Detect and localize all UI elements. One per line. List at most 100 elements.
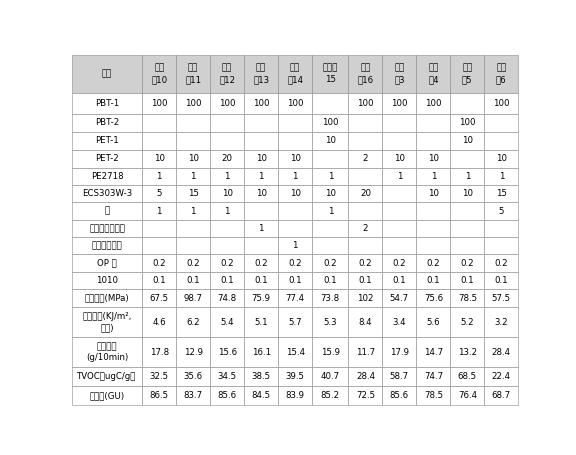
Text: 68.5: 68.5 bbox=[458, 372, 477, 381]
Bar bbox=[142, 386, 176, 405]
Text: 0.2: 0.2 bbox=[359, 258, 372, 268]
Text: 1: 1 bbox=[191, 172, 196, 181]
Text: 水: 水 bbox=[105, 207, 109, 216]
Text: 12.9: 12.9 bbox=[184, 348, 203, 357]
Bar bbox=[176, 367, 210, 386]
Text: 0.1: 0.1 bbox=[221, 276, 234, 285]
Text: 100: 100 bbox=[357, 99, 374, 108]
Bar bbox=[278, 272, 312, 289]
Text: 1: 1 bbox=[328, 207, 333, 216]
Bar bbox=[416, 185, 450, 202]
Text: 1: 1 bbox=[499, 172, 504, 181]
Text: 对比
例6: 对比 例6 bbox=[496, 64, 507, 84]
Text: 68.7: 68.7 bbox=[492, 391, 511, 400]
Bar bbox=[278, 93, 312, 114]
Bar bbox=[416, 337, 450, 367]
Text: 4.6: 4.6 bbox=[153, 318, 166, 327]
Bar bbox=[278, 55, 312, 93]
Text: 3.4: 3.4 bbox=[393, 318, 406, 327]
Text: 10: 10 bbox=[290, 154, 301, 163]
Bar bbox=[72, 289, 142, 307]
Text: 0.2: 0.2 bbox=[221, 258, 234, 268]
Text: 40.7: 40.7 bbox=[321, 372, 340, 381]
Bar bbox=[382, 237, 416, 254]
Bar bbox=[176, 93, 210, 114]
Bar bbox=[278, 386, 312, 405]
Bar bbox=[176, 289, 210, 307]
Bar bbox=[348, 185, 382, 202]
Bar bbox=[244, 337, 278, 367]
Bar bbox=[348, 289, 382, 307]
Bar bbox=[484, 220, 518, 237]
Bar bbox=[176, 131, 210, 150]
Text: 实施
例10: 实施 例10 bbox=[151, 64, 167, 84]
Bar bbox=[142, 367, 176, 386]
Text: 0.2: 0.2 bbox=[461, 258, 474, 268]
Bar bbox=[348, 131, 382, 150]
Text: 0.1: 0.1 bbox=[427, 276, 440, 285]
Bar bbox=[176, 185, 210, 202]
Bar bbox=[382, 254, 416, 272]
Bar bbox=[72, 114, 142, 131]
Bar bbox=[278, 254, 312, 272]
Bar bbox=[382, 307, 416, 337]
Text: 1: 1 bbox=[259, 172, 264, 181]
Text: 100: 100 bbox=[425, 99, 442, 108]
Bar bbox=[72, 220, 142, 237]
Bar bbox=[142, 307, 176, 337]
Bar bbox=[210, 367, 244, 386]
Text: 34.5: 34.5 bbox=[218, 372, 237, 381]
Text: 0.1: 0.1 bbox=[187, 276, 200, 285]
Bar bbox=[312, 307, 348, 337]
Text: 1: 1 bbox=[191, 207, 196, 216]
Text: 54.7: 54.7 bbox=[390, 293, 409, 303]
Text: PE2718: PE2718 bbox=[91, 172, 123, 181]
Text: PET-1: PET-1 bbox=[95, 136, 119, 145]
Bar bbox=[210, 150, 244, 168]
Bar bbox=[176, 114, 210, 131]
Text: 1: 1 bbox=[225, 207, 230, 216]
Bar bbox=[484, 307, 518, 337]
Bar bbox=[484, 272, 518, 289]
Bar bbox=[142, 237, 176, 254]
Bar bbox=[278, 131, 312, 150]
Bar bbox=[416, 237, 450, 254]
Bar bbox=[278, 202, 312, 220]
Text: 0.2: 0.2 bbox=[427, 258, 440, 268]
Bar bbox=[210, 337, 244, 367]
Bar bbox=[176, 272, 210, 289]
Text: 0.2: 0.2 bbox=[255, 258, 268, 268]
Bar bbox=[176, 168, 210, 185]
Text: 100: 100 bbox=[151, 99, 168, 108]
Bar bbox=[484, 55, 518, 93]
Bar bbox=[176, 386, 210, 405]
Bar bbox=[484, 337, 518, 367]
Text: 100: 100 bbox=[459, 118, 476, 127]
Text: 13.2: 13.2 bbox=[458, 348, 477, 357]
Bar bbox=[72, 386, 142, 405]
Bar bbox=[312, 150, 348, 168]
Bar bbox=[72, 150, 142, 168]
Bar bbox=[278, 367, 312, 386]
Text: 15.6: 15.6 bbox=[218, 348, 237, 357]
Text: 75.6: 75.6 bbox=[424, 293, 443, 303]
Bar bbox=[176, 202, 210, 220]
Bar bbox=[72, 185, 142, 202]
Text: OP 蜡: OP 蜡 bbox=[97, 258, 117, 268]
Bar bbox=[382, 202, 416, 220]
Text: 35.6: 35.6 bbox=[184, 372, 203, 381]
Text: 100: 100 bbox=[287, 99, 304, 108]
Text: 5: 5 bbox=[499, 207, 504, 216]
Bar bbox=[416, 168, 450, 185]
Bar bbox=[142, 185, 176, 202]
Bar bbox=[244, 386, 278, 405]
Bar bbox=[72, 254, 142, 272]
Bar bbox=[278, 114, 312, 131]
Bar bbox=[348, 272, 382, 289]
Text: 84.5: 84.5 bbox=[252, 391, 271, 400]
Text: 77.4: 77.4 bbox=[286, 293, 305, 303]
Bar bbox=[210, 272, 244, 289]
Text: 10: 10 bbox=[154, 154, 165, 163]
Text: 102: 102 bbox=[357, 293, 374, 303]
Text: 2: 2 bbox=[363, 154, 368, 163]
